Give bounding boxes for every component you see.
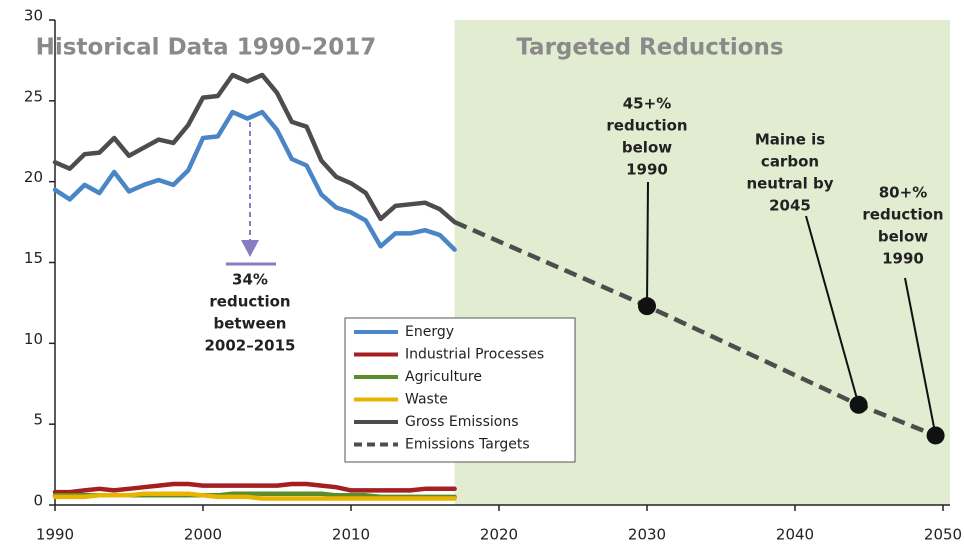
y-tick-label: 25 [24, 87, 43, 105]
annotation-text: 1990 [626, 161, 668, 179]
annotation-text: neutral by [746, 175, 833, 193]
x-tick-label: 2020 [480, 526, 518, 544]
legend-label: Emissions Targets [405, 437, 530, 453]
annotation-text: carbon [761, 153, 819, 171]
leader-line [646, 181, 649, 307]
annotation-text: 34% [232, 271, 268, 289]
series-line [52, 481, 457, 495]
y-tick-label: 30 [24, 7, 43, 25]
target-point [926, 426, 945, 445]
legend [344, 317, 576, 463]
annotation-text: 2002–2015 [205, 337, 296, 355]
region-label: Historical Data 1990–2017 [36, 35, 377, 61]
annotation-text: reduction [606, 117, 687, 135]
annotation-text: Maine is [755, 131, 825, 149]
series-line [52, 491, 457, 501]
legend-label: Agriculture [405, 369, 482, 385]
x-tick-label: 2010 [332, 526, 370, 544]
annotation-text: 45+% [623, 95, 671, 113]
legend-label: Energy [405, 324, 454, 340]
legend-label: Waste [405, 392, 448, 408]
y-tick-label: 5 [33, 411, 43, 429]
x-tick-label: 1990 [36, 526, 74, 544]
x-tick-label: 2030 [628, 526, 666, 544]
y-tick-label: 15 [24, 249, 43, 267]
annotation-text: between [214, 315, 287, 333]
x-tick-label: 2040 [776, 526, 814, 544]
y-tick-label: 10 [24, 330, 43, 348]
target-point [849, 395, 868, 414]
leader-line [904, 277, 937, 436]
arrow-head [241, 240, 259, 257]
y-tick-label: 20 [24, 168, 43, 186]
annotation-text: 2045 [769, 197, 811, 215]
annotation-text: below [622, 139, 672, 157]
series-line [52, 72, 457, 225]
annotation-text: 80+% [879, 184, 927, 202]
legend-label: Industrial Processes [405, 347, 544, 363]
series-line [52, 109, 457, 252]
y-tick-label: 0 [33, 492, 43, 510]
annotation-text: below [878, 228, 928, 246]
annotation-text: reduction [209, 293, 290, 311]
x-tick-label: 2050 [924, 526, 962, 544]
legend-label: Gross Emissions [405, 414, 518, 430]
annotation-text: reduction [862, 206, 943, 224]
x-tick-label: 2000 [184, 526, 222, 544]
region-label: Targeted Reductions [516, 35, 783, 61]
target-point [638, 297, 656, 316]
annotation-text: 1990 [882, 250, 924, 268]
series-line [453, 220, 937, 438]
leader-line [805, 215, 860, 406]
